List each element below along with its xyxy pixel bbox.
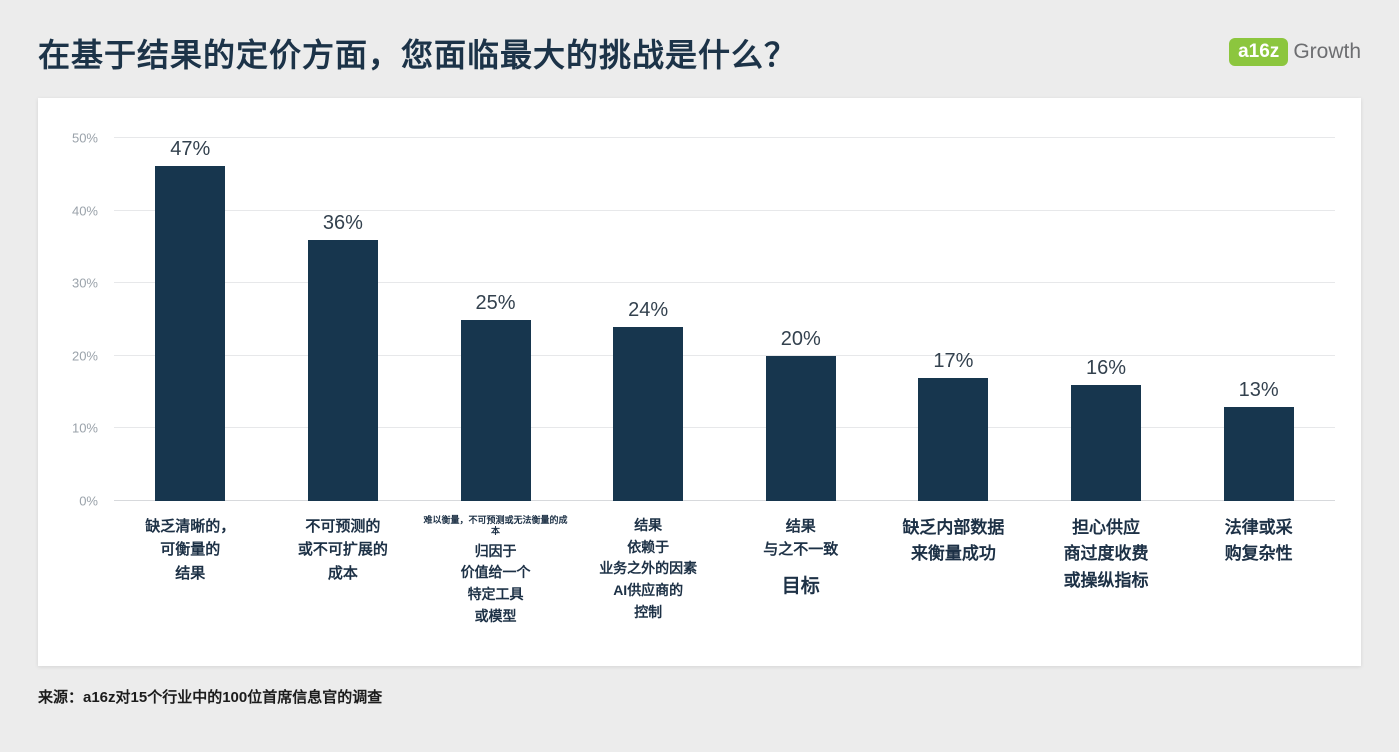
bar-chart-card: 0% 10% 20% 30% 40% 50% 47% 36% 25% 24% 20% 17% 16% 1… bbox=[38, 98, 1361, 666]
bar bbox=[765, 355, 836, 501]
y-axis: 0% 10% 20% 30% 40% 50% bbox=[56, 131, 108, 509]
bar bbox=[155, 166, 226, 501]
bar-value-label: 13% bbox=[1238, 378, 1279, 401]
bar-column: 36% bbox=[267, 138, 420, 501]
category-label: 结果 与之不一致 目标 bbox=[725, 515, 878, 627]
bars: 47% 36% 25% 24% 20% 17% 16% 13% bbox=[114, 138, 1335, 501]
plot-area: 0% 10% 20% 30% 40% 50% 47% 36% 25% 24% 20% 17% 16% 1… bbox=[72, 131, 1335, 509]
bar-column: 25% bbox=[419, 138, 572, 501]
logo-growth-text: Growth bbox=[1293, 40, 1361, 63]
y-axis-tick: 40% bbox=[71, 203, 98, 219]
bar-value-label: 24% bbox=[628, 298, 669, 321]
bar bbox=[307, 239, 378, 501]
category-label: 不可预测的 或不可扩展的 成本 bbox=[297, 518, 388, 582]
page-title: 在基于结果的定价方面，您面临最大的挑战是什么？ bbox=[38, 37, 798, 73]
bar bbox=[1223, 406, 1294, 501]
bar-value-label: 17% bbox=[933, 349, 974, 372]
bar-column: 16% bbox=[1030, 138, 1183, 501]
header: 在基于结果的定价方面，您面临最大的挑战是什么？ a16z Growth bbox=[38, 30, 1361, 76]
gridline bbox=[114, 137, 1335, 138]
y-axis-tick: 10% bbox=[71, 420, 98, 436]
category-label: 结果 依赖于 业务之外的因素 AI供应商的 控制 bbox=[599, 517, 698, 620]
source-note: 来源：a16z对15个行业中的100位首席信息官的调查 bbox=[38, 689, 383, 706]
gridline bbox=[114, 427, 1335, 429]
gridline bbox=[114, 209, 1335, 211]
x-axis-baseline bbox=[114, 500, 1335, 501]
bar bbox=[460, 319, 531, 501]
bar bbox=[1071, 384, 1142, 501]
bar-value-label: 47% bbox=[170, 138, 211, 160]
bar bbox=[918, 377, 989, 501]
bar-value-label: 36% bbox=[322, 211, 363, 234]
bar-column: 17% bbox=[877, 138, 1030, 501]
category-label-emphasis: 目标 bbox=[781, 575, 820, 597]
bar-value-label: 16% bbox=[1086, 356, 1127, 379]
bar-column: 47% bbox=[114, 138, 267, 501]
gridline bbox=[114, 354, 1335, 356]
y-axis-tick: 20% bbox=[71, 348, 98, 364]
category-label: 担心供应 商过度收费 或操纵指标 bbox=[1063, 518, 1149, 590]
category-label: 缺乏内部数据 来衡量成功 bbox=[902, 518, 1005, 564]
bar bbox=[613, 326, 684, 501]
gridline bbox=[114, 282, 1335, 284]
a16z-growth-logo: a16z Growth bbox=[1229, 38, 1361, 66]
category-label: 缺乏清晰的， 可衡量的 结果 bbox=[145, 518, 236, 582]
bar-value-label: 20% bbox=[780, 327, 821, 350]
y-axis-tick: 50% bbox=[71, 130, 98, 146]
category-label-note: 难以衡量，不可预测或无法衡量的成本 bbox=[423, 515, 568, 537]
category-label: 难以衡量，不可预测或无法衡量的成本 归因于 价值给一个 特定工具 或模型 bbox=[423, 515, 568, 624]
y-axis-tick: 30% bbox=[71, 275, 98, 291]
bar-value-label: 25% bbox=[475, 291, 516, 314]
category-label: 法律或采 购复杂性 bbox=[1224, 518, 1293, 564]
a16z-logo-badge: a16z bbox=[1229, 38, 1289, 66]
y-axis-tick: 0% bbox=[79, 493, 98, 509]
bar-column: 24% bbox=[572, 138, 725, 501]
bar-column: 20% bbox=[725, 138, 878, 501]
x-axis-labels: 缺乏清晰的， 可衡量的 结果 不可预测的 或不可扩展的 成本 难以衡量，不可预测或无法衡量的… bbox=[114, 515, 1335, 627]
bar-column: 13% bbox=[1182, 138, 1335, 501]
